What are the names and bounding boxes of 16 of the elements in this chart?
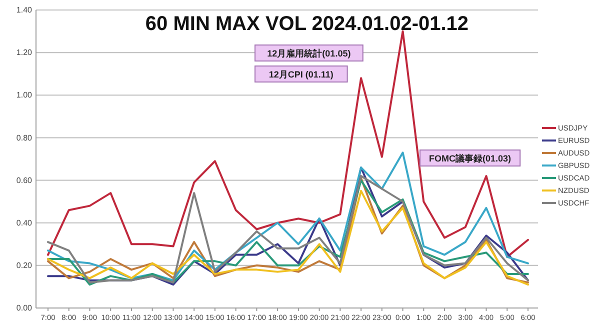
y-tick-label: 0.80: [16, 133, 33, 142]
y-tick-label: 1.20: [16, 48, 33, 58]
y-tick-label: 0.00: [16, 304, 33, 313]
annotation: 12月CPI (01.11): [268, 70, 334, 80]
y-tick-label: 0.60: [16, 176, 33, 185]
y-tick-label: 1.00: [16, 90, 33, 100]
note-box: 12月CPI (01.11): [254, 66, 348, 82]
annotation: 12月雇用統計(01.05): [267, 48, 351, 58]
chart-title: 60 MIN MAX VOL 2024.01.02-01.12: [145, 13, 469, 35]
note-box: FOMC議事録(01.03): [420, 150, 521, 166]
y-tick-label: 0.40: [16, 218, 33, 228]
y-tick-label: 1.40: [16, 6, 33, 15]
note-box: 12月雇用統計(01.05): [254, 44, 364, 62]
line-series: [47, 30, 529, 258]
annotation: FOMC議事録(01.03): [429, 154, 512, 164]
y-tick-label: 0.20: [16, 260, 33, 270]
